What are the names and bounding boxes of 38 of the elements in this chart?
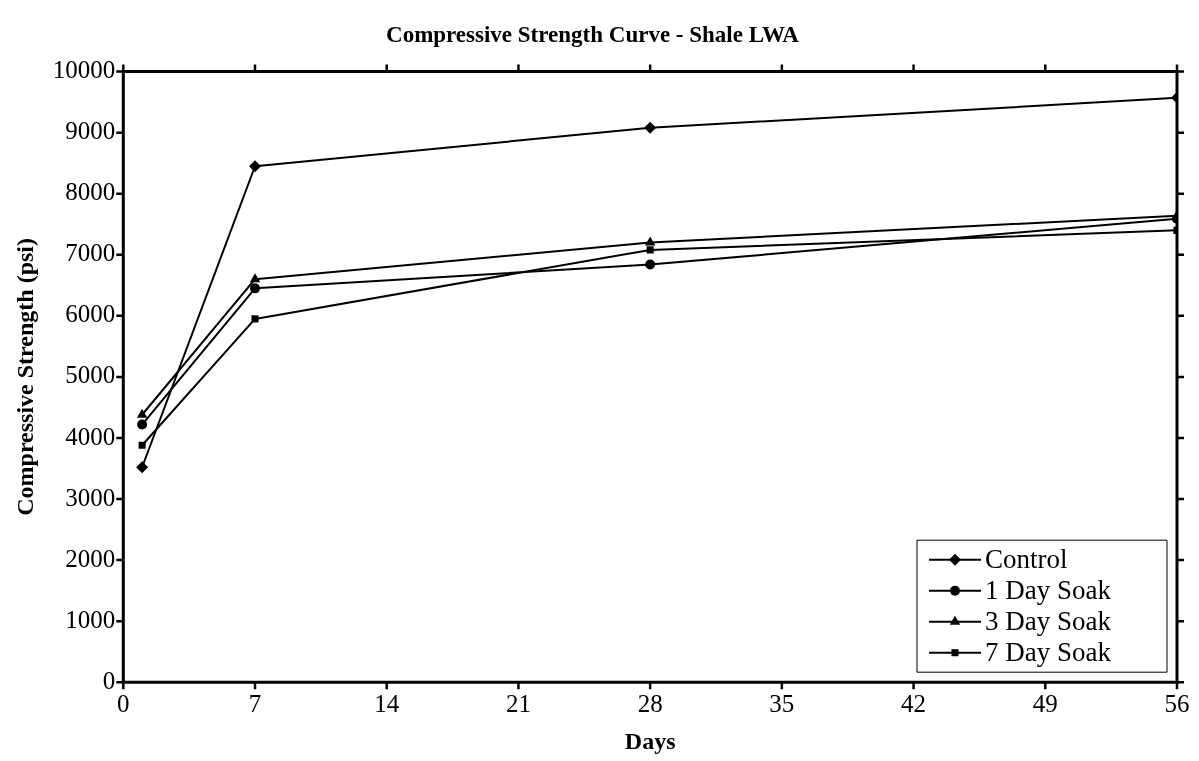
point [136, 408, 148, 418]
point [646, 246, 654, 254]
x-tick-label: 21 [505, 689, 531, 717]
point [251, 315, 259, 323]
x-tick-label: 14 [374, 689, 400, 717]
point [644, 236, 656, 246]
point [250, 283, 261, 294]
x-tick-label: 28 [637, 689, 663, 717]
y-tick-label: 10000 [52, 56, 116, 84]
chart-title: Compressive Strength Curve - Shale LWA [386, 21, 800, 47]
point [249, 273, 261, 283]
x-tick-label: 35 [769, 689, 795, 717]
legend-label: 1 Day Soak [985, 574, 1112, 605]
y-tick-label: 6000 [65, 300, 116, 328]
point [137, 419, 148, 430]
legend-label: Control [985, 543, 1068, 574]
y-tick-label: 8000 [65, 178, 116, 206]
point [249, 160, 262, 173]
y-axis-title: Compressive Strength (psi) [11, 238, 38, 516]
x-tick-label: 42 [901, 689, 927, 717]
y-tick-label: 0 [102, 666, 116, 694]
point [644, 121, 657, 134]
y-tick-label: 4000 [65, 422, 116, 450]
y-tick-label: 5000 [65, 361, 116, 389]
y-tick-label: 1000 [65, 605, 116, 633]
legend-label: 7 Day Soak [985, 636, 1112, 667]
x-tick-label: 49 [1032, 689, 1058, 717]
point [645, 259, 656, 270]
y-tick-label: 9000 [65, 117, 116, 145]
x-tick-label: 56 [1164, 689, 1190, 717]
point [138, 441, 146, 449]
point [136, 461, 149, 474]
x-tick-label: 7 [248, 689, 262, 717]
legend-label: 3 Day Soak [985, 605, 1112, 636]
y-tick-label: 3000 [65, 483, 116, 511]
x-axis-title: Days [624, 727, 676, 754]
y-tick-label: 7000 [65, 239, 116, 267]
y-tick-label: 2000 [65, 544, 116, 572]
